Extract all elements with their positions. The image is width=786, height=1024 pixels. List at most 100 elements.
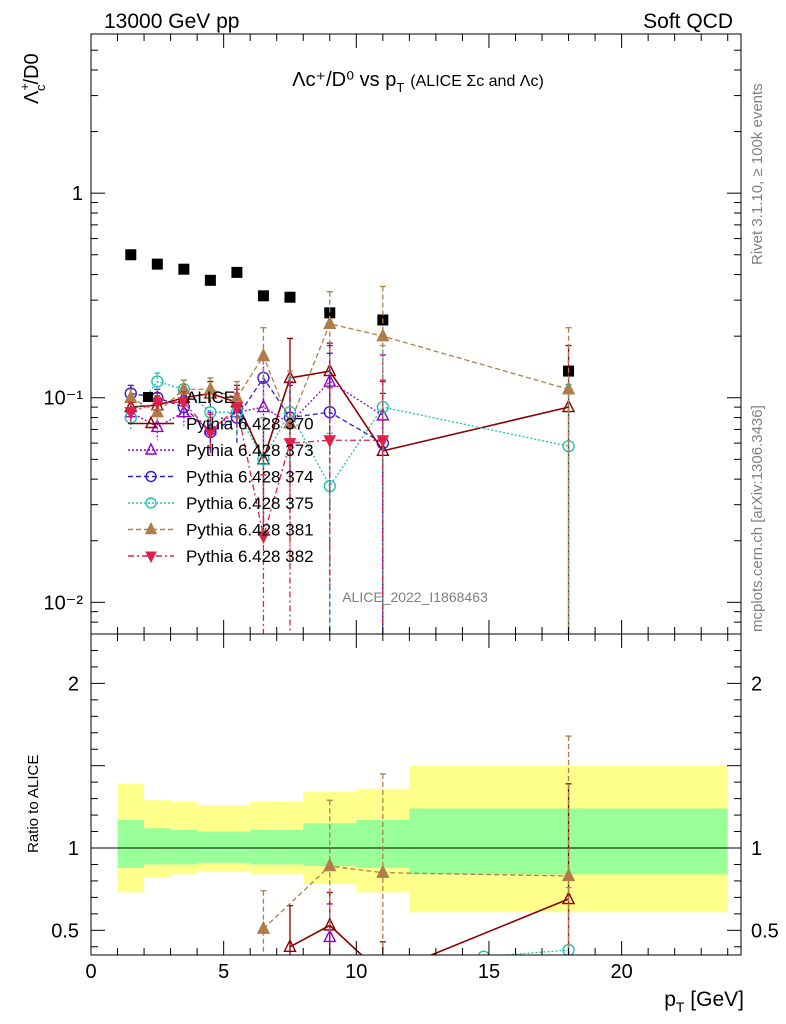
data-point-triangle (144, 442, 158, 455)
series-line (130, 380, 384, 431)
data-point-triangle-down (323, 435, 337, 448)
y-tick-label: 10⁻² (44, 592, 84, 614)
y-axis-label-rest: /D0 (21, 53, 43, 84)
x-tick-label: 10 (345, 961, 367, 983)
header-left-label: 13000 GeV pp (104, 10, 239, 33)
data-point-circle (477, 950, 490, 955)
rivet-version-label: Rivet 3.1.10, ≥ 100k events (749, 83, 766, 265)
y-axis-label: Λ+c/D0 (17, 53, 48, 104)
series-line (130, 370, 569, 462)
legend-label: Pythia 6.428 381 (186, 521, 314, 540)
x-axis-label: pT [GeV] (664, 988, 744, 1015)
data-point-triangle (376, 328, 390, 342)
ratio-panel: 0.5 0.5 1 1 2 2 0 5 10 15 20 Ratio to ALICE pT [G… (25, 633, 779, 1015)
uncertainty-band-green (223, 831, 251, 863)
main-frame (90, 33, 742, 635)
data-point-triangle (323, 315, 337, 329)
data-point-triangle (323, 858, 337, 872)
data-point-triangle (283, 938, 297, 952)
ratio-y-tick-label: 0.5 (51, 920, 79, 942)
x-axis-label-rest: [GeV] (684, 988, 744, 1011)
legend-entry: Pythia 6.428 375 (128, 494, 314, 513)
data-point-triangle (377, 968, 388, 979)
x-tick-label: 0 (85, 961, 96, 983)
data-point-square (284, 291, 296, 303)
data-point-square (125, 249, 137, 261)
legend-label: Pythia 6.428 382 (186, 547, 314, 566)
plot-title-note: (ALICE Σc and Λc) (410, 73, 544, 90)
ratio-frame (90, 633, 742, 956)
uncertainty-band-green (144, 828, 171, 865)
series-pythia-6-428-382 (124, 379, 390, 634)
data-point-square (178, 263, 190, 275)
data-point-triangle (561, 381, 576, 395)
data-point-triangle (144, 415, 158, 429)
plot-title-sub: T (396, 80, 404, 95)
legend-entry: ALICE (143, 388, 235, 407)
legend-label: ALICE (186, 388, 235, 407)
uncertainty-band-green (170, 829, 198, 865)
uncertainty-band-green (356, 820, 410, 868)
data-point-triangle-down (376, 435, 390, 448)
data-point-square (151, 258, 163, 270)
legend-label: Pythia 6.428 370 (186, 415, 314, 434)
series-line (130, 322, 569, 426)
data-point-square (257, 290, 269, 302)
legend-entry: Pythia 6.428 373 (128, 441, 314, 460)
series-line (496, 949, 569, 955)
data-point-triangle-down (145, 551, 157, 564)
data-point-triangle (256, 451, 271, 465)
data-point-triangle (256, 347, 271, 362)
series-pythia-6-428-381 (124, 285, 576, 634)
y-axis-label-base: Λ (21, 90, 43, 104)
series-alice (125, 249, 575, 377)
data-point-triangle-down (257, 531, 270, 545)
data-point-triangle-down (230, 402, 244, 415)
uncertainty-band-green (250, 829, 277, 865)
data-point-square (143, 392, 153, 402)
data-point-square (204, 274, 216, 286)
x-tick-label: 15 (478, 961, 500, 983)
ratio-y-axis-label: Ratio to ALICE (25, 755, 42, 853)
plot-title: Λc⁺/D⁰ vs pT (ALICE Σc and Λc) (292, 69, 544, 95)
mcplots-label: mcplots.cern.ch [arXiv:1306.3436] (749, 405, 766, 632)
data-point-square (231, 266, 243, 278)
x-tick-label: 5 (218, 961, 229, 983)
data-point-circle (151, 375, 164, 388)
legend-entry: Pythia 6.428 381 (128, 521, 314, 540)
uncertainty-band-green (276, 829, 304, 865)
ratio-y-tick-label: 2 (68, 673, 79, 695)
ratio-y-tick-label-right: 2 (751, 673, 762, 695)
data-point-triangle-down (204, 427, 217, 440)
ratio-y-tick-label-right: 0.5 (751, 920, 779, 942)
y-tick-label: 1 (72, 183, 83, 205)
data-point-square (324, 307, 336, 319)
series-line (130, 380, 569, 488)
x-axis-label-base: p (664, 988, 676, 1011)
data-point-triangle (144, 521, 158, 535)
data-point-circle (257, 453, 270, 466)
data-point-triangle-down (283, 438, 297, 451)
legend-entry: Pythia 6.428 370 (128, 415, 314, 434)
legend: ALICE Pythia 6.428 370 Pythia 6.428 373 Pyt… (128, 388, 314, 566)
ratio-y-tick-label: 1 (68, 838, 79, 860)
x-axis-label-sub: T (676, 999, 685, 1015)
legend-label: Pythia 6.428 375 (186, 494, 314, 513)
y-axis-label-sub: c (33, 84, 48, 91)
data-point-triangle-down (124, 407, 138, 420)
data-point-triangle (376, 407, 390, 421)
x-tick-label: 20 (610, 961, 632, 983)
main-panel: 1 10⁻¹ 10⁻² ALICE_2022_I1868463 Λc⁺/D⁰ vs … (17, 33, 742, 635)
data-point-triangle-down (151, 397, 164, 410)
data-point-triangle (323, 928, 337, 943)
data-point-triangle (376, 864, 390, 878)
header-right-label: Soft QCD (643, 10, 733, 33)
ratio-y-tick-label-right: 1 (751, 838, 762, 860)
uncertainty-band-green (197, 831, 224, 863)
data-point-triangle (561, 867, 576, 882)
plot-title-main: Λc⁺/D⁰ vs p (292, 69, 396, 91)
y-tick-label: 10⁻¹ (44, 388, 84, 410)
analysis-watermark: ALICE_2022_I1868463 (342, 589, 488, 605)
data-point-circle (145, 497, 157, 509)
data-point-triangle (203, 381, 218, 395)
